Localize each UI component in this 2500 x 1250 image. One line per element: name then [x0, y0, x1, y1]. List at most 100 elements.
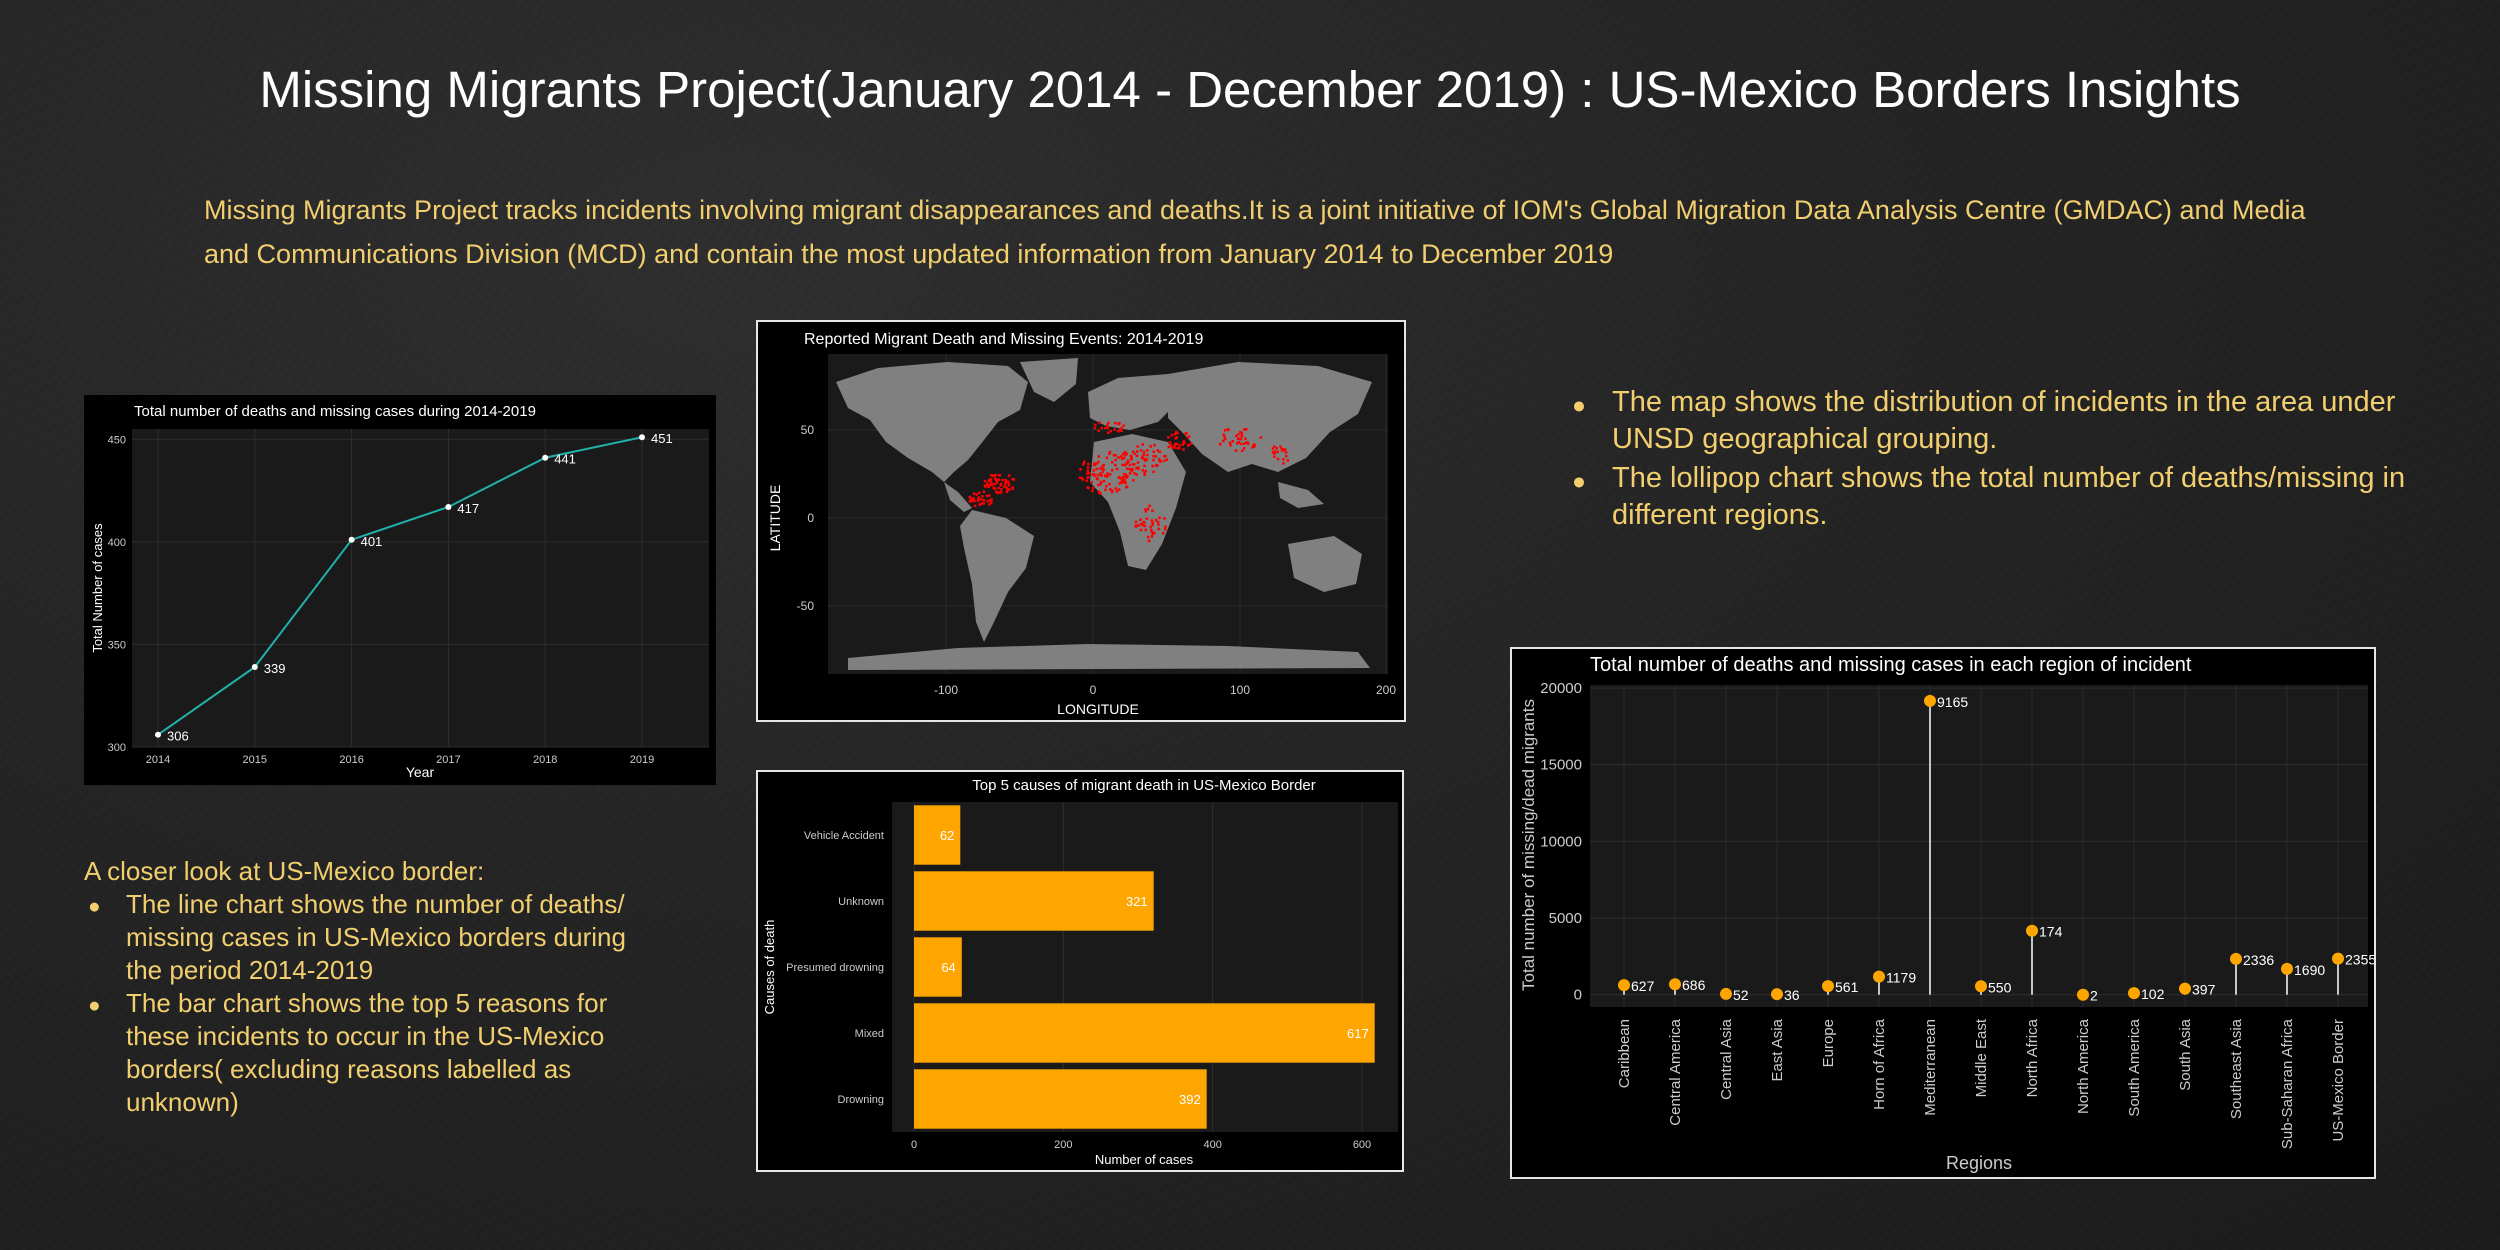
incident-point [1099, 483, 1102, 486]
incident-point [1146, 507, 1150, 511]
incident-point [1135, 473, 1138, 476]
incident-point [1169, 444, 1173, 447]
incident-point [988, 503, 991, 506]
incident-point [1156, 464, 1159, 467]
incident-point [1105, 484, 1108, 488]
incident-point [1229, 444, 1232, 447]
incident-point [1239, 437, 1243, 441]
lollipop-category-label: Caribbean [1616, 1019, 1633, 1088]
incident-point [1096, 474, 1099, 477]
lollipop-chart-title: Total number of deaths and missing cases… [1590, 654, 2192, 676]
incident-point [1123, 451, 1127, 454]
lollipop-category-label: Southeast Asia [2228, 1018, 2245, 1119]
incident-point [1000, 482, 1003, 486]
incident-point [1106, 426, 1110, 430]
notes-left: A closer look at US-Mexico border: The l… [84, 855, 644, 1119]
incident-point [1158, 516, 1161, 520]
lollipop-dot [1924, 694, 1936, 707]
incident-point [996, 491, 999, 495]
incident-point [1081, 478, 1084, 481]
incident-point [1091, 473, 1094, 476]
incident-point [1272, 445, 1276, 448]
incident-point [1158, 458, 1161, 461]
incident-point [1007, 482, 1011, 485]
lollipop-data-label: 174 [2039, 924, 2063, 940]
lollipop-ytick-label: 20000 [1540, 680, 1582, 697]
map-ytick: -50 [797, 599, 815, 613]
incident-point [1121, 457, 1124, 461]
bar-ylabel: Causes of death [762, 920, 777, 1015]
lollipop-dot [2332, 952, 2344, 965]
incident-point [1125, 452, 1128, 456]
incident-point [1253, 443, 1256, 447]
incident-point [1004, 482, 1007, 486]
lollipop-category-label: Mediterranean [1922, 1019, 1939, 1116]
incident-point [1139, 518, 1142, 521]
europe-landmass [1088, 374, 1178, 430]
line-ytick-label: 300 [108, 742, 126, 754]
incident-point [1115, 489, 1119, 493]
incident-point [1007, 483, 1011, 487]
incident-point [1086, 466, 1090, 469]
incident-point [1144, 528, 1147, 532]
incident-point [1182, 439, 1186, 443]
incident-point [1110, 490, 1114, 494]
incident-point [1095, 467, 1098, 471]
incident-point [1175, 436, 1179, 439]
incident-point [1117, 422, 1120, 426]
incident-point [1095, 477, 1099, 480]
incident-point [1108, 452, 1111, 455]
incident-point [1150, 535, 1154, 538]
incident-point [1152, 450, 1155, 453]
notes-right: The map shows the distribution of incide… [1572, 384, 2432, 536]
incident-point [1118, 428, 1122, 431]
incident-point [1226, 428, 1230, 432]
incident-point [1234, 449, 1238, 452]
lollipop-data-label: 686 [1682, 977, 1706, 993]
lollipop-ytick-label: 0 [1574, 987, 1582, 1004]
incident-point [1133, 472, 1136, 475]
lollipop-dot [1720, 987, 1732, 1000]
incident-point [1097, 429, 1100, 433]
incident-point [1114, 458, 1117, 462]
incident-point [1157, 523, 1160, 526]
incident-point [976, 499, 980, 502]
lollipop-category-label: North America [2075, 1018, 2092, 1114]
incident-point [1173, 432, 1177, 436]
incident-point [1223, 437, 1227, 440]
line-chart-title: Total number of deaths and missing cases… [134, 403, 536, 420]
line-ytick-label: 400 [108, 537, 126, 549]
incident-point [1119, 455, 1123, 458]
incident-point [1124, 473, 1128, 476]
incident-point [1152, 454, 1155, 458]
incident-point [1108, 482, 1111, 486]
lollipop-dot [2179, 982, 2191, 995]
lollipop-dot [2230, 952, 2242, 965]
line-data-label: 339 [264, 661, 286, 676]
incident-point [972, 497, 975, 500]
map-panel: Reported Migrant Death and Missing Event… [756, 320, 1406, 722]
bar-chart: Top 5 causes of migrant death in US-Mexi… [762, 777, 1398, 1167]
lollipop-plot-area [1590, 685, 2368, 1007]
incident-point [1135, 454, 1139, 457]
incident-point [1102, 479, 1106, 483]
north-america-landmass [836, 362, 1028, 482]
incident-point [1150, 528, 1153, 532]
lollipop-category-label: East Asia [1769, 1018, 1786, 1081]
southeast-asia-landmass [1278, 482, 1324, 508]
incident-point [1218, 442, 1222, 446]
line-series [157, 436, 643, 736]
incident-point [982, 490, 986, 494]
incident-point [1111, 461, 1114, 464]
line-point [639, 434, 645, 441]
incident-point [1090, 481, 1093, 484]
incident-point [1130, 457, 1133, 460]
incident-point [993, 487, 997, 490]
lollipop-dot [1618, 979, 1630, 992]
line-xtick-label: 2018 [533, 754, 557, 766]
map-ylabel: LATITUDE [767, 485, 783, 552]
incident-point [989, 480, 992, 483]
map-ytick: 0 [807, 511, 814, 525]
incident-point [1142, 450, 1146, 454]
incident-point [1239, 430, 1242, 434]
